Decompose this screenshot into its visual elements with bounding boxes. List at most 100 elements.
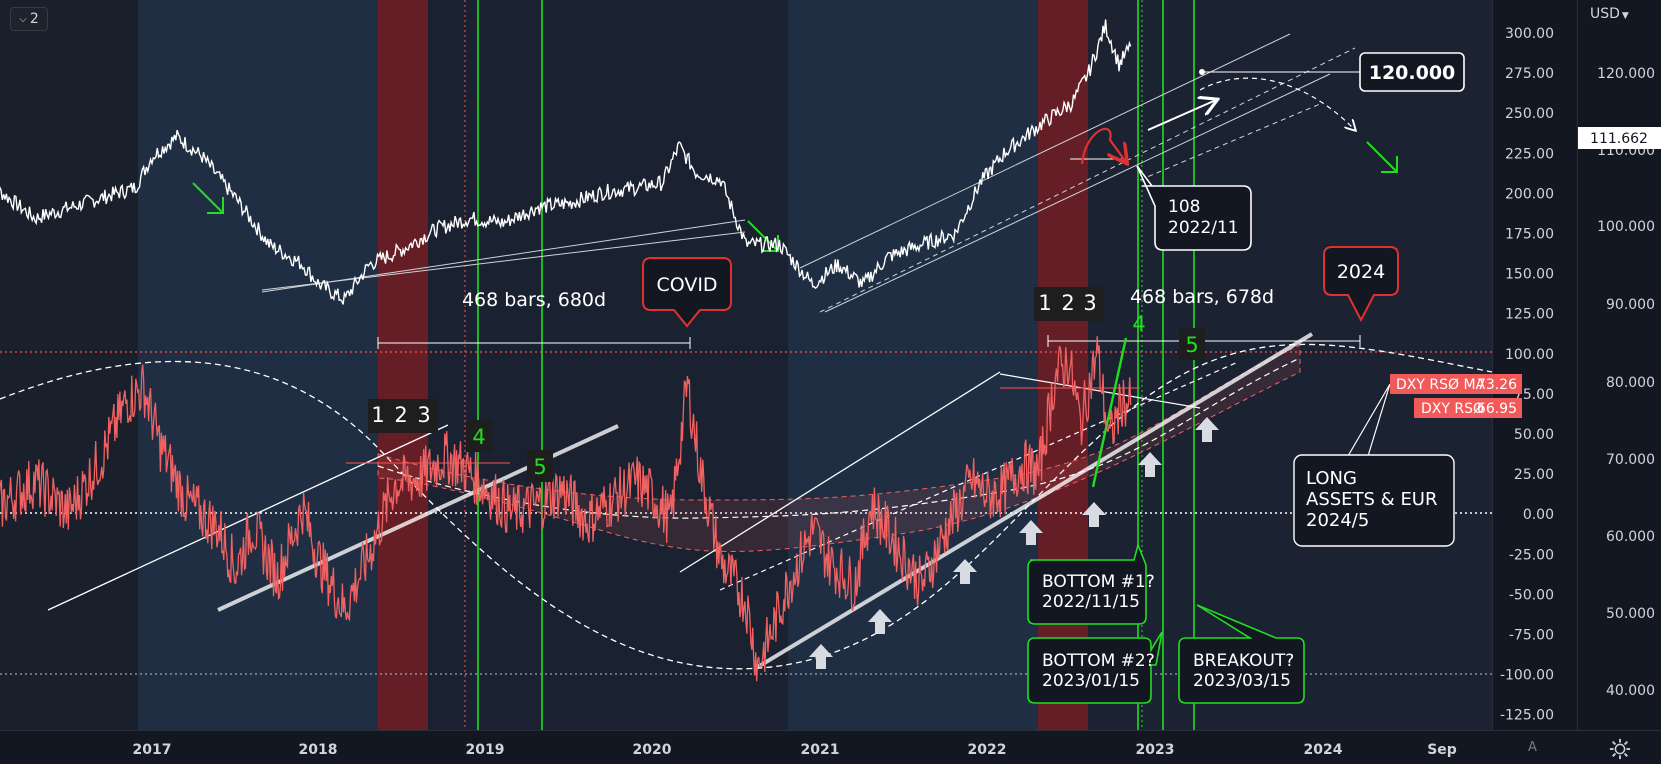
up-arrow-markers bbox=[809, 417, 1219, 669]
chevron-down-icon: ▼ bbox=[1621, 11, 1629, 21]
collapse-count: 2 bbox=[29, 11, 39, 27]
highlight-2018-red bbox=[378, 0, 428, 730]
y-tick-label: 50.00 bbox=[1514, 427, 1554, 443]
rsi-envelope-band bbox=[377, 344, 1301, 552]
y-axis-rsi: 300.00 275.00 250.00 225.00 200.00 175.00 150.… bbox=[1500, 26, 1554, 724]
dxy-callout-text: 108 2022/11 bbox=[1168, 197, 1239, 238]
breakout-text: BREAKOUT? 2023/03/15 bbox=[1193, 651, 1294, 691]
auto-scale-toggle[interactable]: A bbox=[1528, 740, 1537, 755]
x-axis-years: 2017 2018 2019 2020 2021 2022 2023 2024 Sep bbox=[133, 742, 1457, 758]
x-tick-label: 2023 bbox=[1136, 742, 1175, 758]
wave-4-2018: 4 bbox=[472, 425, 485, 449]
y-tick-label: 100.00 bbox=[1505, 347, 1554, 363]
covid-callout[interactable]: COVID bbox=[642, 257, 732, 328]
red-reversal-arrow bbox=[1080, 127, 1126, 164]
y-tick-label: 120.000 bbox=[1597, 66, 1655, 82]
range-label-right: 468 bars, 678d bbox=[1130, 286, 1274, 308]
svg-text:DXY RSØ MA: DXY RSØ MA bbox=[1396, 377, 1486, 393]
price-target-box[interactable]: 120.000 bbox=[1359, 52, 1465, 92]
bottom2-callout[interactable]: BOTTOM #2? 2023/01/15 bbox=[1027, 631, 1163, 704]
currency-selector[interactable]: USD ▼ bbox=[1590, 6, 1629, 22]
year-2024-callout[interactable]: 2024 bbox=[1323, 246, 1399, 323]
y-tick-label: 75.00 bbox=[1514, 387, 1554, 403]
cycle-dashed-curve bbox=[0, 343, 1493, 670]
wave-labels-2018: 1 2 3 4 5 bbox=[368, 399, 553, 482]
bottom1-text: BOTTOM #1? 2022/11/15 bbox=[1042, 572, 1155, 612]
svg-text:111.662: 111.662 bbox=[1590, 131, 1648, 147]
wave-labels-2022: 1 2 3 4 5 bbox=[1034, 287, 1205, 360]
last-price-badge: 111.662 bbox=[1578, 127, 1661, 149]
x-tick-label: Sep bbox=[1427, 742, 1457, 758]
arrow-down-right-icon bbox=[192, 182, 224, 214]
y-tick-label: -50.00 bbox=[1509, 587, 1554, 603]
y-tick-label: 300.00 bbox=[1505, 26, 1554, 42]
currency-label: USD bbox=[1590, 6, 1620, 22]
y-tick-label: -75.00 bbox=[1509, 628, 1554, 644]
breakout-callout[interactable]: BREAKOUT? 2023/03/15 bbox=[1178, 604, 1305, 704]
projection-arrow-down bbox=[1199, 77, 1355, 130]
auto-scale-label: A bbox=[1528, 740, 1537, 755]
x-tick-label: 2018 bbox=[299, 742, 338, 758]
y-tick-label: -125.00 bbox=[1500, 708, 1554, 724]
y-tick-label: -25.00 bbox=[1509, 547, 1554, 563]
arrow-up-icon bbox=[1138, 452, 1162, 477]
legend-rsi: DXY RSØ 66.95 bbox=[1414, 398, 1522, 418]
y-tick-label: 80.000 bbox=[1606, 375, 1655, 391]
wave-1-2022: 1 bbox=[1038, 291, 1051, 315]
y-tick-label: 275.00 bbox=[1505, 66, 1554, 82]
gear-icon[interactable] bbox=[1609, 738, 1631, 760]
y-axis-dxy: 120.000110.000100.00090.00080.00070.0006… bbox=[1597, 66, 1655, 699]
price-target-label: 120.000 bbox=[1369, 62, 1456, 84]
long-assets-text: LONG ASSETS & EUR 2024/5 bbox=[1306, 468, 1438, 531]
x-tick-label: 2022 bbox=[968, 742, 1007, 758]
wave-5-2022: 5 bbox=[1185, 333, 1198, 357]
wave-1-2018: 1 bbox=[371, 403, 384, 427]
arrow-up-icon bbox=[1019, 520, 1043, 545]
y-tick-label: 225.00 bbox=[1505, 146, 1554, 162]
wave-5-2018: 5 bbox=[533, 455, 546, 479]
arrow-up-icon bbox=[868, 609, 892, 634]
bottom1-callout[interactable]: BOTTOM #1? 2022/11/15 bbox=[1027, 542, 1155, 625]
wave-2-2018: 2 bbox=[394, 403, 407, 427]
y-tick-label: 175.00 bbox=[1505, 227, 1554, 243]
y-tick-label: 40.000 bbox=[1606, 683, 1655, 699]
arrow-up-icon bbox=[1082, 502, 1106, 527]
y-tick-label: 25.00 bbox=[1514, 467, 1554, 483]
y-tick-label: 100.000 bbox=[1597, 219, 1655, 235]
arrow-down-right-icon bbox=[1366, 141, 1398, 173]
covid-label: COVID bbox=[656, 274, 717, 296]
cycle-background-bands bbox=[138, 0, 1492, 730]
svg-text:66.95: 66.95 bbox=[1477, 401, 1517, 417]
y-tick-label: 150.00 bbox=[1505, 267, 1554, 283]
wave-3-2018: 3 bbox=[417, 403, 430, 427]
arrow-up-icon bbox=[1195, 417, 1219, 442]
y-tick-label: 0.00 bbox=[1523, 507, 1554, 523]
svg-text:73.26: 73.26 bbox=[1477, 377, 1517, 393]
dxy-callout[interactable]: 108 2022/11 bbox=[1136, 165, 1252, 251]
long-assets-callout[interactable]: LONG ASSETS & EUR 2024/5 bbox=[1293, 383, 1455, 547]
year-2024-label: 2024 bbox=[1337, 261, 1385, 283]
x-tick-label: 2024 bbox=[1304, 742, 1343, 758]
arrow-up-icon bbox=[953, 559, 977, 584]
collapse-indicators-button[interactable]: ⌵ 2 bbox=[10, 7, 48, 31]
legend-rsi-ma: DXY RSØ MA 73.26 bbox=[1390, 374, 1522, 394]
y-tick-label: 250.00 bbox=[1505, 106, 1554, 122]
svg-text:DXY RSØ: DXY RSØ bbox=[1421, 401, 1484, 417]
y-tick-label: 200.00 bbox=[1505, 186, 1554, 202]
bottom2-text: BOTTOM #2? 2023/01/15 bbox=[1042, 651, 1155, 691]
range-label-left: 468 bars, 680d bbox=[462, 289, 606, 311]
rsi-line bbox=[0, 336, 1132, 682]
x-tick-label: 2017 bbox=[133, 742, 172, 758]
y-tick-label: 60.000 bbox=[1606, 529, 1655, 545]
x-tick-label: 2019 bbox=[466, 742, 505, 758]
green-wave-line bbox=[1091, 337, 1128, 488]
wave-4-2022: 4 bbox=[1132, 312, 1145, 336]
wave-3-2022: 3 bbox=[1083, 291, 1096, 315]
wave-2-2022: 2 bbox=[1061, 291, 1074, 315]
x-tick-label: 2020 bbox=[633, 742, 672, 758]
y-tick-label: 70.000 bbox=[1606, 452, 1655, 468]
rsi-band-midline bbox=[377, 357, 1301, 519]
projection-arrow-up bbox=[1147, 100, 1216, 131]
arrow-up-icon bbox=[809, 644, 833, 669]
